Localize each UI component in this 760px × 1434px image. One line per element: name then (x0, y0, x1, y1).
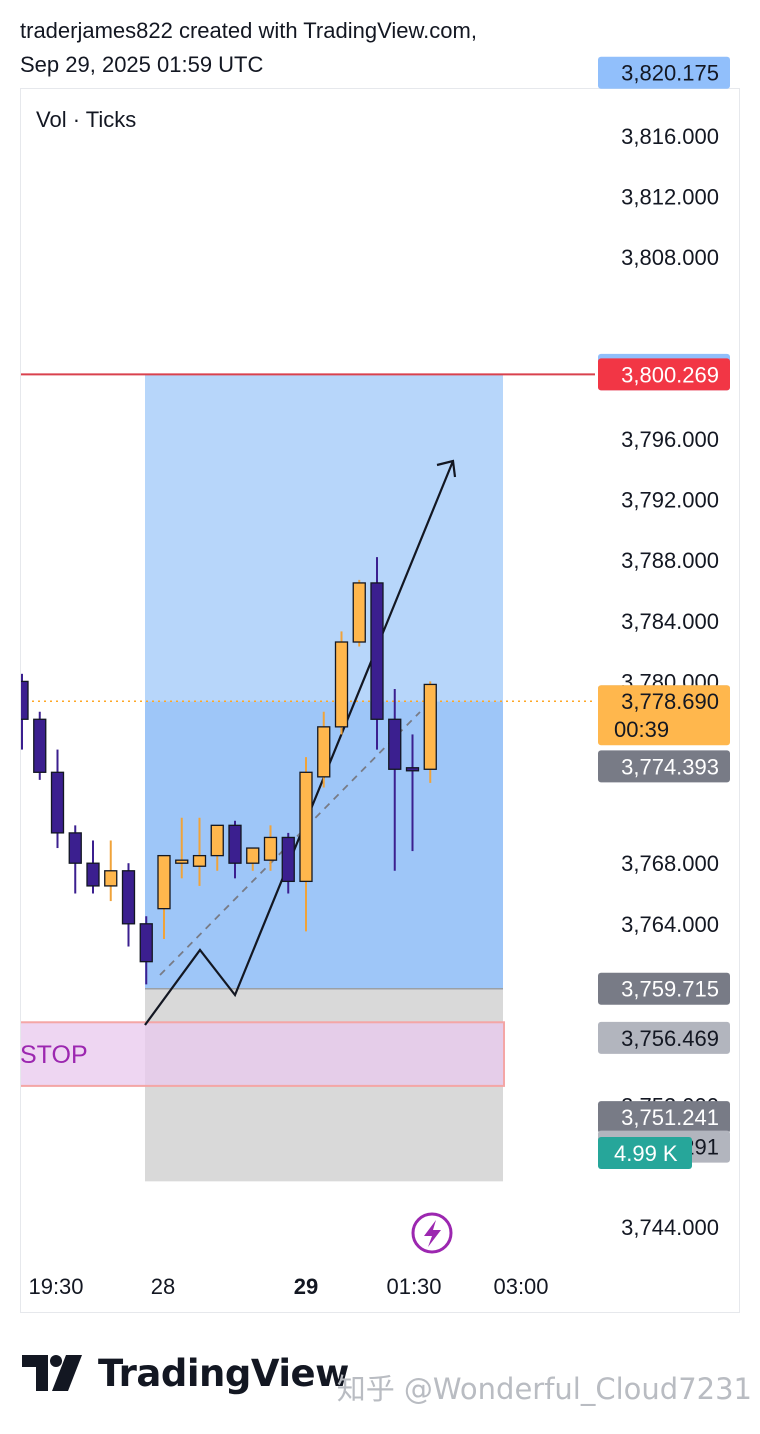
candle-body (228, 824, 242, 864)
price-label-text: 3,756.469 (621, 1026, 719, 1051)
y-axis-tick-label: 3,788.000 (621, 548, 719, 573)
candle-body (317, 726, 331, 778)
target-zone (145, 374, 503, 702)
y-axis-tick-label: 3,816.000 (621, 124, 719, 149)
candle-body (50, 771, 65, 834)
x-axis-tick-label: 29 (294, 1274, 318, 1299)
lightning-icon[interactable] (411, 1212, 453, 1254)
candle-body (263, 836, 278, 861)
projection-path-line (144, 460, 455, 1026)
price-label-box (598, 1101, 730, 1134)
candle-body (121, 870, 136, 925)
candle-body (246, 847, 260, 864)
candle-body (388, 718, 402, 770)
y-axis-tick-label: 3,792.000 (621, 488, 719, 513)
y-axis-tick-label: 3,784.000 (621, 609, 719, 634)
current-price-text: 3,778.690 (621, 689, 719, 714)
y-axis-tick-label: 3,796.000 (621, 427, 719, 452)
candle-body (405, 767, 420, 772)
candle-body (86, 862, 100, 887)
candle-body (423, 683, 437, 770)
price-label-box (598, 56, 730, 89)
candle-body (281, 836, 295, 883)
price-label-box (598, 1021, 730, 1054)
chart-caption-date: Sep 29, 2025 01:59 UTC (20, 52, 264, 77)
price-label-text: 3,751.241 (621, 1105, 719, 1130)
chart-frame (20, 88, 740, 1313)
tradingview-logo[interactable]: TradingView (22, 1348, 349, 1398)
x-axis-tick-label: 28 (151, 1274, 175, 1299)
y-axis-tick-label: 3,812.000 (621, 185, 719, 210)
projection-arrowhead (436, 459, 457, 478)
watermark-text: 知乎 @Wonderful_Cloud7231 (336, 1372, 752, 1406)
y-axis-tick-label: 3,808.000 (621, 245, 719, 270)
indicator-label: Vol · Ticks (36, 107, 136, 132)
tradingview-logo-text: TradingView (98, 1351, 349, 1395)
candle-body (192, 854, 207, 867)
candle-body (104, 870, 118, 887)
price-label-box (598, 750, 730, 783)
candle-body (157, 854, 171, 910)
tradingview-logo-icon (22, 1355, 82, 1391)
volume-label-box (598, 1137, 692, 1169)
stop-label: STOP (20, 1041, 88, 1069)
candle-body (299, 771, 313, 883)
price-label-text: 3,800.269 (621, 362, 719, 387)
x-axis-tick-label: 19:30 (28, 1274, 83, 1299)
candle-body (21, 680, 29, 720)
chart-caption-author: traderjames822 created with TradingView.… (20, 18, 477, 43)
price-label-text: 3,759.715 (621, 977, 719, 1002)
candle-body (352, 582, 366, 643)
candle-body (68, 832, 82, 864)
candle-body (175, 859, 189, 864)
stop-box (21, 1021, 505, 1087)
price-label-box (598, 358, 730, 391)
price-label-text: 3,774.393 (621, 754, 719, 779)
price-label-box (598, 972, 730, 1005)
y-axis-tick-label: 3,764.000 (621, 912, 719, 937)
countdown-text: 00:39 (614, 717, 669, 742)
y-axis-tick-label: 3,768.000 (621, 851, 719, 876)
volume-label-text: 4.99 K (614, 1141, 678, 1166)
candle-body (210, 824, 224, 857)
candle-body (33, 718, 47, 773)
current-price-label-box (598, 685, 730, 746)
candle-body (334, 641, 349, 728)
candle-body (370, 582, 384, 720)
price-label-text: 3,820.175 (621, 61, 719, 86)
x-axis-tick-label: 03:00 (493, 1274, 548, 1299)
x-axis-tick-label: 01:30 (386, 1274, 441, 1299)
candle-body (139, 923, 153, 963)
y-axis-tick-label: 3,744.000 (621, 1215, 719, 1240)
